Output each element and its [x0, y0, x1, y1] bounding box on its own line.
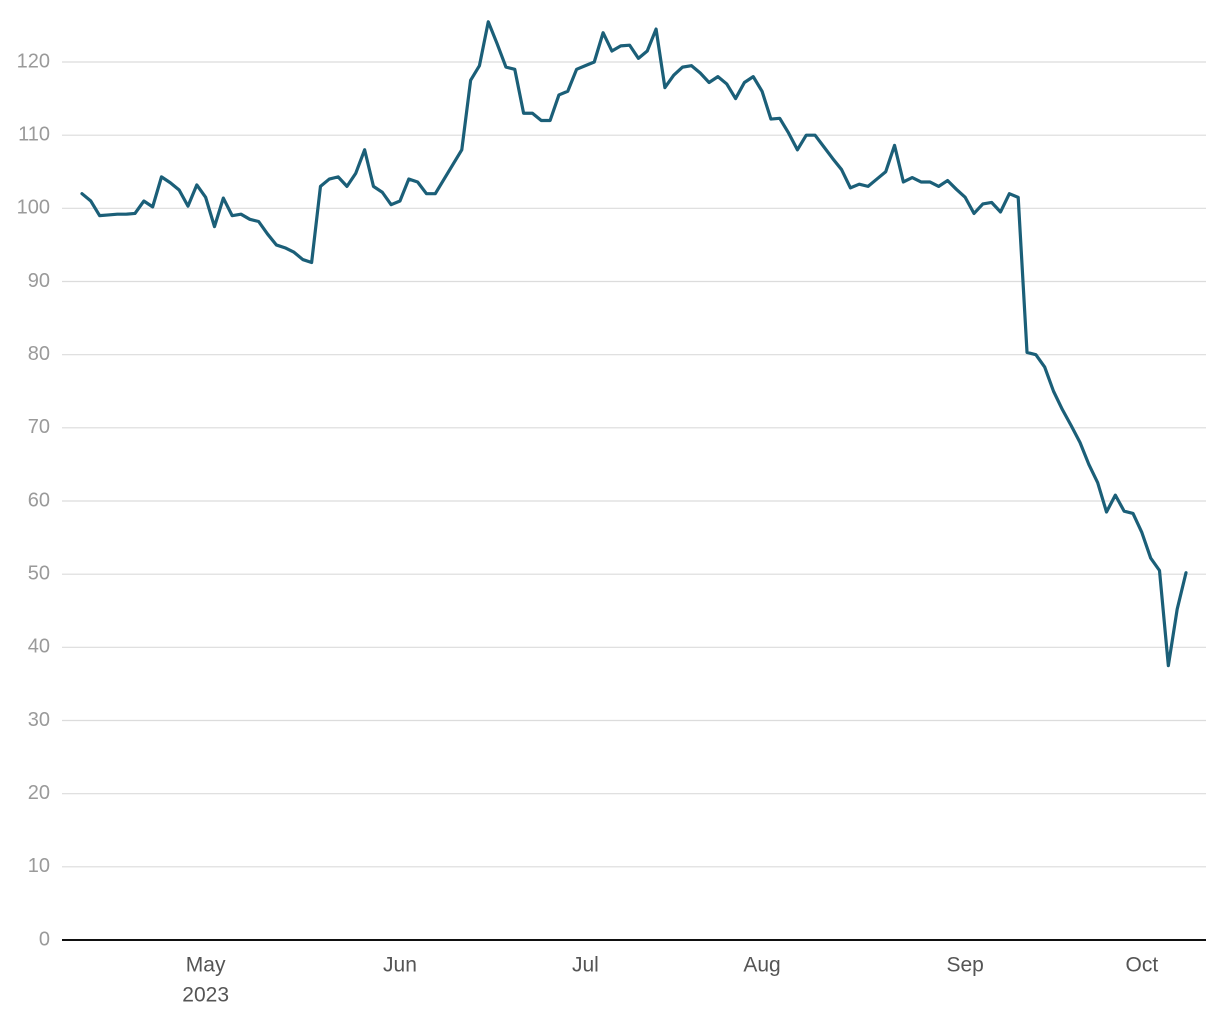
x-tick-label: Jun [383, 954, 417, 977]
y-tick-label: 30 [28, 709, 50, 731]
y-tick-label: 10 [28, 855, 50, 877]
x-tick-label: Aug [743, 954, 780, 977]
line [80, 20, 1188, 668]
x-tick-label: Oct [1126, 954, 1159, 977]
x-tick-label: Sep [947, 954, 984, 977]
x-tick-label: May [186, 954, 226, 977]
y-tick-label: 120 [17, 50, 50, 72]
y-tick-label: 90 [28, 270, 50, 292]
y-tick-label: 110 [18, 123, 50, 145]
y-tick-label: 50 [28, 562, 50, 584]
y-tick-label: 100 [17, 197, 50, 219]
y-tick-label: 0 [39, 928, 50, 950]
y-tick-label: 80 [28, 343, 50, 365]
x-year-label: 2023 [182, 984, 229, 1007]
y-tick-label: 60 [28, 489, 50, 511]
x-tick-label: Jul [572, 954, 599, 977]
y-tick-label: 70 [28, 416, 50, 438]
y-tick-label: 40 [28, 636, 50, 658]
y-tick-label: 20 [28, 782, 50, 804]
